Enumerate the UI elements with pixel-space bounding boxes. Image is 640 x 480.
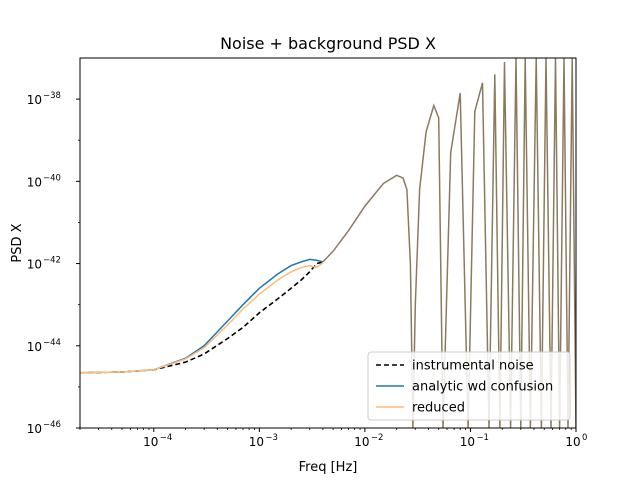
x-axis-label: Freq [Hz]	[299, 460, 358, 475]
legend-box	[367, 351, 571, 421]
y-axis-label: PSD X	[10, 223, 25, 262]
y-tick-label-3: 10	[27, 175, 42, 189]
y-tick-label-1: 10	[27, 340, 42, 354]
x-tick-label-2: 10	[354, 435, 369, 449]
x-axis: 10 −4 10 −3 10 −2 10 −1 10 0	[79, 428, 587, 449]
plot-series-group	[80, 58, 576, 428]
y-tick-label-0: 10	[27, 422, 42, 436]
series-line-3	[322, 58, 576, 428]
chart-title: Noise + background PSD X	[220, 34, 436, 53]
x-tick-label-0: 10	[143, 435, 158, 449]
x-tick-label-3: 10	[460, 435, 475, 449]
legend: instrumental noise analytic wd confusion r…	[367, 351, 571, 421]
x-tick-exponent-1: −3	[265, 433, 278, 443]
x-tick-label-4: 10	[565, 435, 580, 449]
x-tick-exponent-3: −1	[476, 433, 489, 443]
x-tick-exponent-4: 0	[582, 433, 587, 443]
x-tick-label-1: 10	[249, 435, 264, 449]
legend-label-1: analytic wd confusion	[412, 380, 553, 395]
y-tick-exponent-4: −38	[43, 91, 61, 101]
x-tick-exponent-2: −2	[371, 433, 384, 443]
y-tick-exponent-1: −44	[43, 338, 61, 348]
y-tick-exponent-2: −42	[43, 256, 61, 266]
x-tick-exponent-0: −4	[160, 433, 173, 443]
y-tick-exponent-0: −46	[43, 420, 61, 430]
legend-label-2: reduced	[412, 401, 465, 416]
y-tick-label-2: 10	[27, 258, 42, 272]
series-line-2	[80, 262, 324, 374]
legend-label-0: instrumental noise	[412, 359, 534, 374]
y-tick-label-4: 10	[27, 93, 42, 107]
y-tick-exponent-3: −40	[43, 173, 61, 183]
plot-frame	[79, 57, 577, 429]
series-line-0	[80, 261, 324, 374]
